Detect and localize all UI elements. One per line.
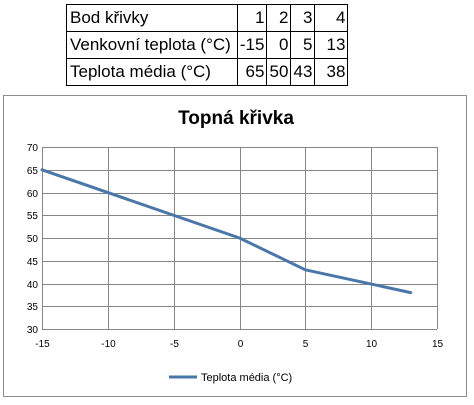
legend-label: Teplota média (°C) xyxy=(201,372,292,384)
legend: Teplota média (°C) xyxy=(169,372,292,384)
table-row: Venkovní teplota (°C) -15 0 5 13 xyxy=(66,31,349,59)
row-label: Bod křivky xyxy=(66,4,238,32)
x-tick-label: 10 xyxy=(366,339,378,350)
chart-area: Topná křivka 30 35 40 45 50 55 60 65 70 -15 -10 -5 0… xyxy=(3,95,467,397)
table-cell: 0 xyxy=(266,31,292,59)
y-tick-label: 45 xyxy=(27,257,39,268)
y-tick-label: 55 xyxy=(27,211,39,222)
table-row: Bod křivky 1 2 3 4 xyxy=(66,4,349,32)
table-cell: 65 xyxy=(236,58,268,86)
x-tick-label: 0 xyxy=(238,339,244,350)
row-label: Teplota média (°C) xyxy=(66,58,238,86)
chart-title: Topná křivka xyxy=(178,108,294,129)
x-tick-label: 15 xyxy=(432,339,444,350)
table-cell: -15 xyxy=(236,31,268,59)
table-cell: 1 xyxy=(236,4,268,32)
x-tick-label: -10 xyxy=(101,339,116,350)
y-tick-label: 30 xyxy=(27,325,39,336)
table-cell: 4 xyxy=(314,4,349,32)
table-cell: 43 xyxy=(290,58,316,86)
row-label: Venkovní teplota (°C) xyxy=(66,31,238,59)
table-row: Teplota média (°C) 65 50 43 38 xyxy=(66,58,349,86)
series-layer xyxy=(40,168,413,295)
y-tick-label: 65 xyxy=(27,166,39,177)
x-tick-label: 5 xyxy=(303,339,309,350)
x-tick-label: -15 xyxy=(35,339,50,350)
table-cell: 3 xyxy=(290,4,316,32)
table-cell: 2 xyxy=(266,4,292,32)
y-tick-label: 50 xyxy=(27,234,39,245)
y-tick-label: 70 xyxy=(27,143,39,154)
y-tick-label: 60 xyxy=(27,189,39,200)
y-tick-label: 35 xyxy=(27,302,39,313)
table-cell: 50 xyxy=(266,58,292,86)
table-cell: 5 xyxy=(290,31,316,59)
series-line xyxy=(40,168,413,295)
table-cell: 13 xyxy=(314,31,349,59)
line-chart: Topná křivka 30 35 40 45 50 55 60 65 70 -15 -10 -5 0… xyxy=(27,108,444,384)
axis-ticks: 30 35 40 45 50 55 60 65 70 -15 -10 -5 0 5 10 15 xyxy=(27,143,444,350)
y-tick-label: 40 xyxy=(27,280,39,291)
x-tick-label: -5 xyxy=(170,339,179,350)
data-table: Bod křivky 1 2 3 4 Venkovní teplota (°C)… xyxy=(66,4,349,86)
table-cell: 38 xyxy=(314,58,349,86)
